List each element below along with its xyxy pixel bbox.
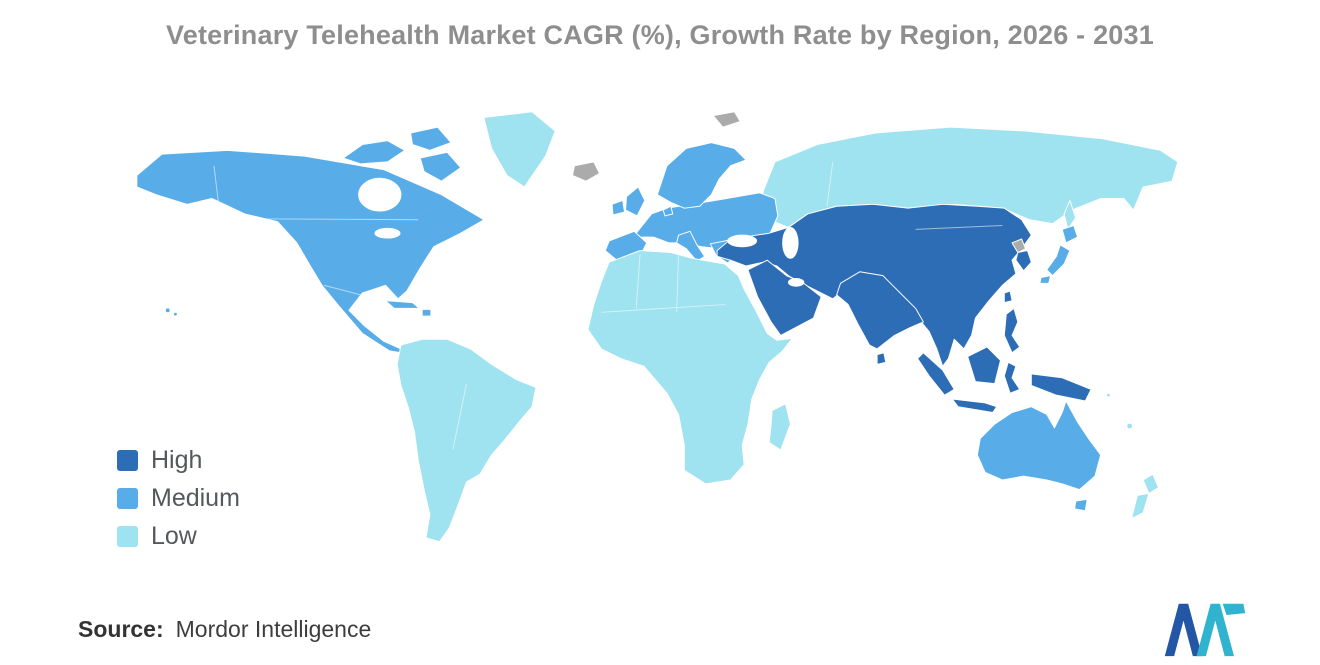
legend-label-high: High bbox=[151, 446, 203, 474]
legend: High Medium Low bbox=[117, 448, 240, 549]
region-honshu bbox=[1046, 244, 1071, 277]
country-border-lines bbox=[213, 161, 1003, 450]
region-italy bbox=[676, 230, 706, 262]
logo-accent-shape bbox=[1222, 603, 1246, 615]
region-baffin-island bbox=[419, 151, 462, 182]
region-new-guinea bbox=[1030, 373, 1092, 402]
region-arctic-island-2 bbox=[410, 126, 452, 151]
great-lakes bbox=[374, 227, 401, 239]
region-south-korea bbox=[1015, 250, 1032, 272]
legend-swatch-medium bbox=[117, 488, 138, 509]
region-india bbox=[836, 271, 924, 350]
black-sea bbox=[727, 234, 758, 248]
legend-swatch-high bbox=[117, 450, 138, 471]
region-kyushu bbox=[1039, 275, 1052, 284]
region-ireland bbox=[611, 199, 626, 216]
region-africa bbox=[587, 250, 793, 485]
region-hispaniola bbox=[421, 308, 432, 317]
region-taiwan bbox=[1003, 290, 1013, 304]
region-pacific-dot bbox=[1106, 392, 1111, 398]
region-iceland bbox=[572, 161, 601, 182]
source-label: Source: bbox=[78, 616, 164, 642]
region-south-america bbox=[396, 338, 537, 543]
source-line: Source: Mordor Intelligence bbox=[78, 616, 371, 643]
region-sumatra bbox=[917, 352, 955, 396]
region-hokkaido bbox=[1061, 225, 1079, 244]
region-java bbox=[951, 398, 998, 413]
mordor-intelligence-logo bbox=[1162, 600, 1248, 658]
region-cuba bbox=[385, 300, 420, 309]
legend-label-low: Low bbox=[151, 522, 197, 550]
legend-label-medium: Medium bbox=[151, 484, 240, 512]
region-australia bbox=[976, 400, 1102, 491]
region-borneo bbox=[967, 346, 1001, 385]
region-madagascar bbox=[768, 403, 791, 451]
source-value: Mordor Intelligence bbox=[175, 616, 372, 642]
region-sulawesi bbox=[1003, 361, 1021, 394]
region-greenland bbox=[483, 111, 556, 188]
caspian-sea bbox=[782, 226, 799, 259]
region-new-zealand-north bbox=[1142, 473, 1160, 494]
region-scandinavia bbox=[656, 142, 747, 209]
region-philippines bbox=[1003, 307, 1021, 354]
region-united-kingdom bbox=[625, 186, 646, 217]
legend-item-medium: Medium bbox=[117, 486, 240, 511]
region-svalbard bbox=[712, 111, 741, 128]
region-sakhalin bbox=[1063, 199, 1077, 230]
world-map bbox=[100, 106, 1180, 559]
chart-title: Veterinary Telehealth Market CAGR (%), G… bbox=[166, 20, 1154, 50]
world-map-svg bbox=[136, 111, 1179, 543]
region-fiji bbox=[1126, 422, 1133, 430]
hudson-bay bbox=[358, 177, 402, 212]
region-arctic-island-1 bbox=[342, 140, 406, 165]
region-tasmania bbox=[1074, 498, 1088, 512]
persian-gulf bbox=[787, 278, 805, 287]
region-hawaii bbox=[164, 307, 171, 314]
legend-item-low: Low bbox=[117, 524, 240, 549]
logo-right-shape bbox=[1196, 603, 1234, 657]
region-north-korea bbox=[1011, 238, 1027, 253]
logo-svg bbox=[1164, 603, 1246, 657]
legend-swatch-low bbox=[117, 526, 138, 547]
region-hawaii-2 bbox=[173, 311, 178, 317]
region-sri-lanka bbox=[876, 352, 887, 365]
region-arabian-peninsula bbox=[747, 259, 822, 336]
region-north-america bbox=[136, 149, 485, 355]
region-new-zealand-south bbox=[1131, 492, 1150, 520]
legend-item-high: High bbox=[117, 448, 240, 473]
logo-left-shape bbox=[1164, 603, 1203, 657]
region-denmark bbox=[662, 205, 674, 217]
